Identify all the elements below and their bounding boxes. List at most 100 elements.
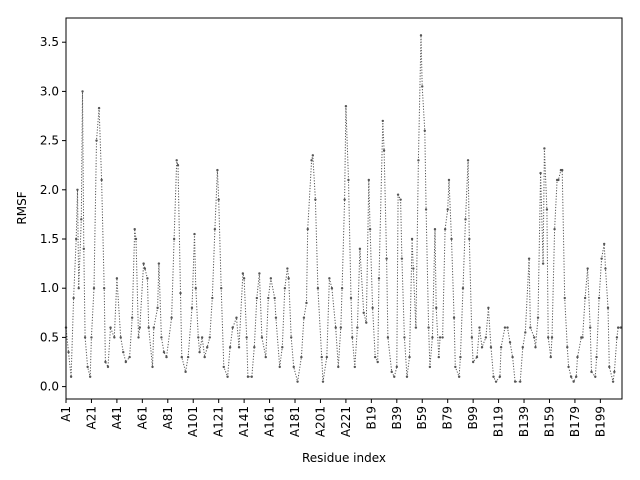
- data-point: [310, 159, 313, 162]
- data-point: [82, 247, 86, 251]
- data-point: [289, 336, 293, 339]
- data-point: [567, 365, 570, 369]
- data-point: [296, 380, 299, 383]
- data-point: [616, 326, 620, 329]
- x-tick-label: B19: [364, 406, 378, 430]
- data-point: [206, 346, 209, 349]
- data-point: [539, 171, 542, 175]
- data-point: [69, 375, 73, 378]
- data-point: [447, 178, 451, 182]
- data-point: [367, 178, 371, 182]
- data-point: [519, 380, 522, 383]
- data-point: [193, 232, 196, 236]
- data-point: [130, 316, 134, 319]
- data-point: [428, 365, 432, 369]
- data-point: [604, 267, 607, 270]
- data-point: [321, 380, 325, 383]
- x-tick-label: A1: [59, 406, 73, 422]
- data-point: [226, 375, 229, 378]
- data-point: [619, 326, 622, 329]
- data-point: [533, 336, 536, 339]
- data-point: [484, 336, 488, 339]
- data-point: [269, 277, 273, 280]
- x-tick-label: A161: [263, 406, 277, 437]
- data-point: [151, 365, 154, 369]
- x-tick-label: B199: [593, 406, 607, 437]
- x-tick-label: B179: [568, 406, 582, 437]
- data-point: [274, 316, 278, 319]
- data-point: [190, 306, 194, 310]
- data-point: [344, 104, 348, 108]
- data-point: [255, 296, 259, 300]
- data-point: [583, 296, 587, 300]
- data-point: [371, 306, 374, 310]
- data-point: [574, 375, 578, 378]
- data-point: [602, 242, 606, 246]
- data-point: [147, 326, 150, 329]
- data-point: [492, 375, 495, 378]
- data-point: [550, 336, 554, 339]
- data-point: [104, 360, 107, 364]
- data-point: [503, 326, 507, 329]
- data-point: [386, 336, 390, 339]
- data-point: [471, 360, 475, 364]
- data-point: [615, 336, 619, 339]
- y-tick-label: 2.0: [40, 183, 59, 197]
- data-point: [286, 267, 289, 270]
- data-point: [330, 287, 334, 290]
- data-point: [381, 119, 385, 123]
- data-point: [343, 198, 346, 201]
- data-point: [475, 355, 479, 359]
- data-point: [508, 341, 512, 344]
- data-point: [566, 346, 569, 349]
- data-point: [184, 370, 187, 374]
- data-point: [203, 355, 206, 359]
- data-point: [437, 355, 440, 359]
- data-point: [452, 316, 456, 319]
- data-point: [431, 336, 434, 339]
- data-point: [137, 336, 140, 339]
- x-tick-label: A141: [237, 406, 251, 437]
- data-point: [561, 168, 564, 172]
- x-tick-label: A101: [186, 406, 200, 437]
- data-point: [549, 355, 552, 359]
- data-point: [613, 370, 616, 374]
- y-tick-label: 0.0: [40, 380, 59, 394]
- data-point: [572, 380, 575, 383]
- data-point: [563, 296, 566, 300]
- y-tick-label: 2.5: [40, 134, 59, 148]
- data-point: [95, 139, 98, 142]
- data-point: [152, 326, 155, 329]
- data-point: [511, 355, 514, 359]
- data-point: [246, 375, 250, 378]
- data-point: [581, 336, 584, 339]
- data-point: [433, 227, 437, 231]
- data-point: [176, 164, 180, 167]
- data-point: [529, 326, 532, 329]
- data-point: [260, 336, 264, 339]
- data-point: [541, 262, 545, 265]
- data-point: [376, 360, 379, 364]
- data-point: [464, 218, 467, 221]
- data-point: [454, 365, 457, 369]
- data-point: [334, 326, 337, 329]
- data-point: [340, 287, 344, 290]
- data-point: [513, 380, 517, 383]
- data-point: [258, 272, 261, 275]
- data-point: [494, 380, 498, 383]
- data-point: [480, 346, 484, 349]
- data-point: [194, 287, 197, 290]
- plot-frame: [65, 17, 623, 400]
- data-point: [162, 350, 166, 354]
- data-point: [72, 296, 75, 300]
- data-point: [90, 336, 93, 339]
- data-point: [499, 346, 503, 349]
- data-point: [600, 257, 603, 260]
- data-point: [443, 227, 447, 231]
- data-point: [377, 277, 381, 280]
- data-point: [410, 237, 414, 241]
- data-point: [198, 350, 201, 354]
- data-point: [373, 355, 377, 359]
- data-point: [273, 296, 276, 300]
- data-point: [427, 326, 430, 329]
